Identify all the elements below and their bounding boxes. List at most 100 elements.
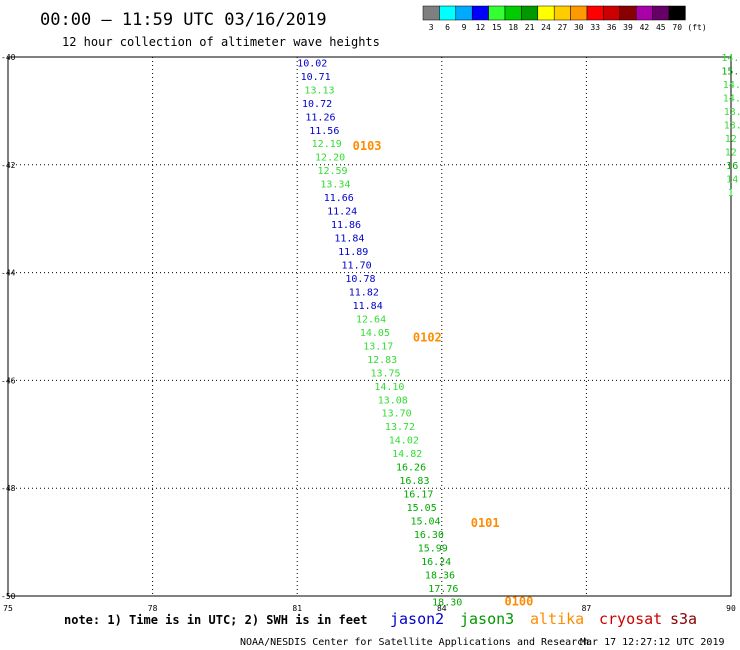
swh-value-label: 16.30 <box>414 530 444 541</box>
swh-value-label: 13.75 <box>370 368 400 379</box>
swh-value-label: 13.13 <box>304 85 334 96</box>
swh-value-label: 13. <box>724 120 740 131</box>
swh-value-label: 11.84 <box>334 234 364 245</box>
swh-value-label: 12.19 <box>312 139 342 150</box>
swh-value-label: 14.82 <box>392 449 422 460</box>
color-scale-label: 33 <box>590 23 600 32</box>
swh-value-label: 11.26 <box>305 112 335 123</box>
color-scale-legend: 3 6 9 12 15 18 21 24 27 30 33 36 39 42 45 70 (ft) <box>422 5 707 32</box>
color-scale-label: 36 <box>607 23 617 32</box>
x-tick-label: 87 <box>582 604 592 613</box>
swh-value-label: 16 <box>726 161 738 172</box>
y-tick-label: -42 <box>1 161 16 170</box>
swh-value-label: 1 <box>728 188 734 199</box>
color-swatch <box>504 5 522 21</box>
x-tick-label: 75 <box>3 604 13 613</box>
satellite-legend-cryosat: cryosat <box>599 610 662 628</box>
swh-value-label: 14.02 <box>389 436 419 447</box>
color-swatch <box>455 5 473 21</box>
color-scale-label: 9 <box>462 23 467 32</box>
color-scale-unit: (ft) <box>687 23 706 32</box>
swh-value-label: 12.64 <box>356 314 386 325</box>
color-swatch <box>422 5 440 21</box>
color-scale-label: 39 <box>623 23 633 32</box>
color-swatch <box>537 5 555 21</box>
color-scale-label: 70 <box>672 23 682 32</box>
swh-value-label: 14.8 <box>721 53 740 64</box>
x-tick-label: 84 <box>437 604 447 613</box>
swh-value-label: 16.26 <box>396 463 426 474</box>
swh-value-label: 13.70 <box>382 409 412 420</box>
swh-value-label: 18.36 <box>425 570 455 581</box>
color-swatch <box>603 5 621 21</box>
swh-value-label: 13.34 <box>320 180 350 191</box>
color-swatch <box>635 5 653 21</box>
credit-text: NOAA/NESDIS Center for Satellite Applica… <box>240 637 589 648</box>
pass-time-label: 0101 <box>471 516 500 530</box>
satellite-legend: jason2 jason3 altika cryosat s3a <box>390 610 697 628</box>
swh-value-label: 12 <box>725 147 737 158</box>
swh-value-label: 15.04 <box>410 517 440 528</box>
color-scale-label: 18 <box>508 23 518 32</box>
satellite-legend-jason2: jason2 <box>390 610 444 628</box>
swh-value-label: 11.56 <box>309 126 339 137</box>
swh-value-label: 12.83 <box>367 355 397 366</box>
timestamp-text: Mar 17 12:27:12 UTC 2019 <box>580 637 725 648</box>
swh-value-label: 16.83 <box>399 476 429 487</box>
swh-value-label: 14.10 <box>374 382 404 393</box>
swh-value-label: 17.76 <box>428 584 458 595</box>
swh-value-label: 11.24 <box>327 207 357 218</box>
swh-value-label: 14. <box>723 80 740 91</box>
color-scale-label: 42 <box>640 23 650 32</box>
y-tick-label: -50 <box>1 592 16 601</box>
plot-frame <box>7 56 732 597</box>
plot-area: 75 78 81 84 87 90 -40 -42 -44 -46 -48 -50 10.02 10.71… <box>1 53 740 613</box>
swh-value-label: 11.70 <box>342 261 372 272</box>
swh-value-label: 16.24 <box>421 557 451 568</box>
color-swatch <box>521 5 539 21</box>
color-scale-label: 21 <box>525 23 535 32</box>
swh-value-label: 12 <box>725 134 737 145</box>
chart-title: 00:00 – 11:59 UTC 03/16/2019 <box>40 10 327 30</box>
swh-value-label: 10.02 <box>297 58 327 69</box>
color-scale-label: 15 <box>492 23 502 32</box>
x-tick-label: 78 <box>148 604 158 613</box>
swh-value-label: 18.30 <box>432 597 462 608</box>
color-swatch <box>553 5 571 21</box>
color-swatch <box>586 5 604 21</box>
color-swatch <box>439 5 457 21</box>
color-scale-label: 3 <box>429 23 434 32</box>
swh-value-label: 12.20 <box>315 153 345 164</box>
swh-value-label: 13.17 <box>363 341 393 352</box>
color-scale-label: 24 <box>541 23 551 32</box>
swh-value-label: 10.72 <box>302 99 332 110</box>
swh-value-label: 11.86 <box>331 220 361 231</box>
color-scale-label: 30 <box>574 23 584 32</box>
swh-value-label: 10.78 <box>345 274 375 285</box>
x-tick-label: 81 <box>292 604 302 613</box>
swh-value-label: 15.99 <box>418 543 448 554</box>
pass-time-label: 0102 <box>413 330 442 344</box>
x-tick-label: 90 <box>726 604 736 613</box>
color-scale-label: 12 <box>476 23 486 32</box>
pass-time-label: 0103 <box>353 139 382 153</box>
swh-value-label: 13.72 <box>385 422 415 433</box>
color-scale-label: 45 <box>656 23 666 32</box>
swh-value-label: 11.89 <box>338 247 368 258</box>
swh-value-label: 15.05 <box>407 503 437 514</box>
y-tick-label: -40 <box>1 53 16 62</box>
color-swatch <box>668 5 686 21</box>
swh-value-label: 16.17 <box>403 490 433 501</box>
swh-value-label: 11.66 <box>324 193 354 204</box>
swh-value-label: 11.82 <box>349 287 379 298</box>
satellite-legend-altika: altika <box>530 610 584 628</box>
y-tick-label: -46 <box>1 376 16 385</box>
color-swatch <box>652 5 670 21</box>
color-swatch <box>488 5 506 21</box>
color-swatch <box>619 5 637 21</box>
swh-value-label: 14. <box>723 93 740 104</box>
chart-subtitle: 12 hour collection of altimeter wave hei… <box>62 35 380 49</box>
swh-value-label: 14 <box>726 174 738 185</box>
